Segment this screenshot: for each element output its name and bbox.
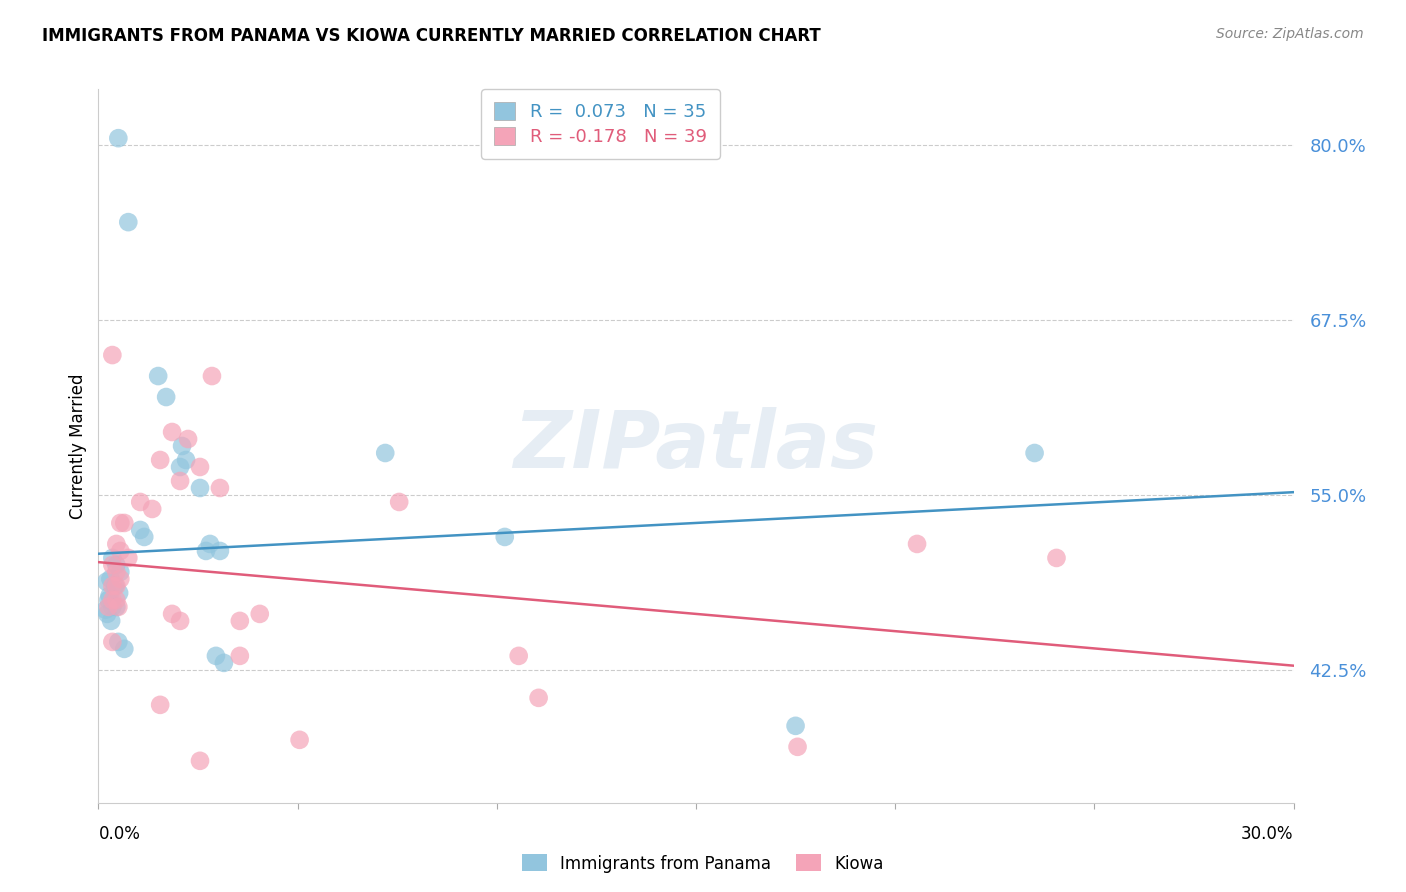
- Point: [198, 537, 221, 551]
- Point: [110, 565, 132, 579]
- Point: [148, 369, 170, 384]
- Point: [188, 460, 211, 475]
- Point: [188, 481, 211, 495]
- Point: [101, 635, 124, 649]
- Legend: Immigrants from Panama, Kiowa: Immigrants from Panama, Kiowa: [516, 847, 890, 880]
- Point: [208, 544, 231, 558]
- Point: [97, 593, 120, 607]
- Point: [229, 614, 252, 628]
- Point: [160, 607, 183, 621]
- Point: [169, 460, 191, 475]
- Point: [129, 495, 152, 509]
- Point: [205, 648, 228, 663]
- Point: [172, 439, 194, 453]
- Point: [98, 589, 121, 603]
- Point: [110, 572, 132, 586]
- Point: [101, 599, 124, 614]
- Point: [117, 215, 139, 229]
- Point: [905, 537, 928, 551]
- Point: [94, 603, 117, 617]
- Point: [105, 579, 128, 593]
- Point: [110, 544, 132, 558]
- Point: [374, 446, 396, 460]
- Point: [1045, 550, 1067, 565]
- Point: [101, 550, 124, 565]
- Point: [105, 599, 128, 614]
- Point: [786, 739, 808, 754]
- Point: [105, 558, 128, 572]
- Point: [107, 635, 129, 649]
- Point: [174, 453, 197, 467]
- Point: [160, 425, 183, 439]
- Point: [141, 502, 163, 516]
- Text: 0.0%: 0.0%: [98, 825, 141, 843]
- Point: [117, 550, 139, 565]
- Point: [108, 586, 131, 600]
- Point: [98, 572, 122, 586]
- Text: 30.0%: 30.0%: [1241, 825, 1294, 843]
- Point: [96, 607, 118, 621]
- Point: [288, 732, 311, 747]
- Point: [494, 530, 516, 544]
- Point: [1024, 446, 1046, 460]
- Point: [169, 614, 191, 628]
- Point: [105, 565, 128, 579]
- Point: [112, 641, 135, 656]
- Point: [249, 607, 271, 621]
- Point: [101, 579, 124, 593]
- Point: [104, 579, 127, 593]
- Point: [149, 453, 172, 467]
- Point: [155, 390, 177, 404]
- Point: [785, 719, 807, 733]
- Point: [201, 369, 224, 384]
- Text: Source: ZipAtlas.com: Source: ZipAtlas.com: [1216, 27, 1364, 41]
- Point: [101, 558, 124, 572]
- Point: [177, 432, 200, 446]
- Point: [101, 348, 124, 362]
- Point: [129, 523, 152, 537]
- Text: IMMIGRANTS FROM PANAMA VS KIOWA CURRENTLY MARRIED CORRELATION CHART: IMMIGRANTS FROM PANAMA VS KIOWA CURRENTL…: [42, 27, 821, 45]
- Point: [388, 495, 411, 509]
- Point: [229, 648, 252, 663]
- Point: [107, 131, 129, 145]
- Point: [195, 544, 218, 558]
- Point: [97, 599, 120, 614]
- Point: [105, 537, 128, 551]
- Point: [105, 593, 128, 607]
- Point: [208, 481, 231, 495]
- Point: [110, 516, 132, 530]
- Point: [212, 656, 235, 670]
- Legend: R =  0.073   N = 35, R = -0.178   N = 39: R = 0.073 N = 35, R = -0.178 N = 39: [481, 89, 720, 159]
- Point: [149, 698, 172, 712]
- Text: ZIPatlas: ZIPatlas: [513, 407, 879, 485]
- Point: [134, 530, 156, 544]
- Point: [508, 648, 530, 663]
- Point: [96, 574, 118, 589]
- Point: [169, 474, 191, 488]
- Point: [107, 599, 129, 614]
- Point: [527, 690, 550, 705]
- Y-axis label: Currently Married: Currently Married: [69, 373, 87, 519]
- Point: [100, 614, 122, 628]
- Point: [188, 754, 211, 768]
- Point: [112, 516, 135, 530]
- Point: [101, 593, 124, 607]
